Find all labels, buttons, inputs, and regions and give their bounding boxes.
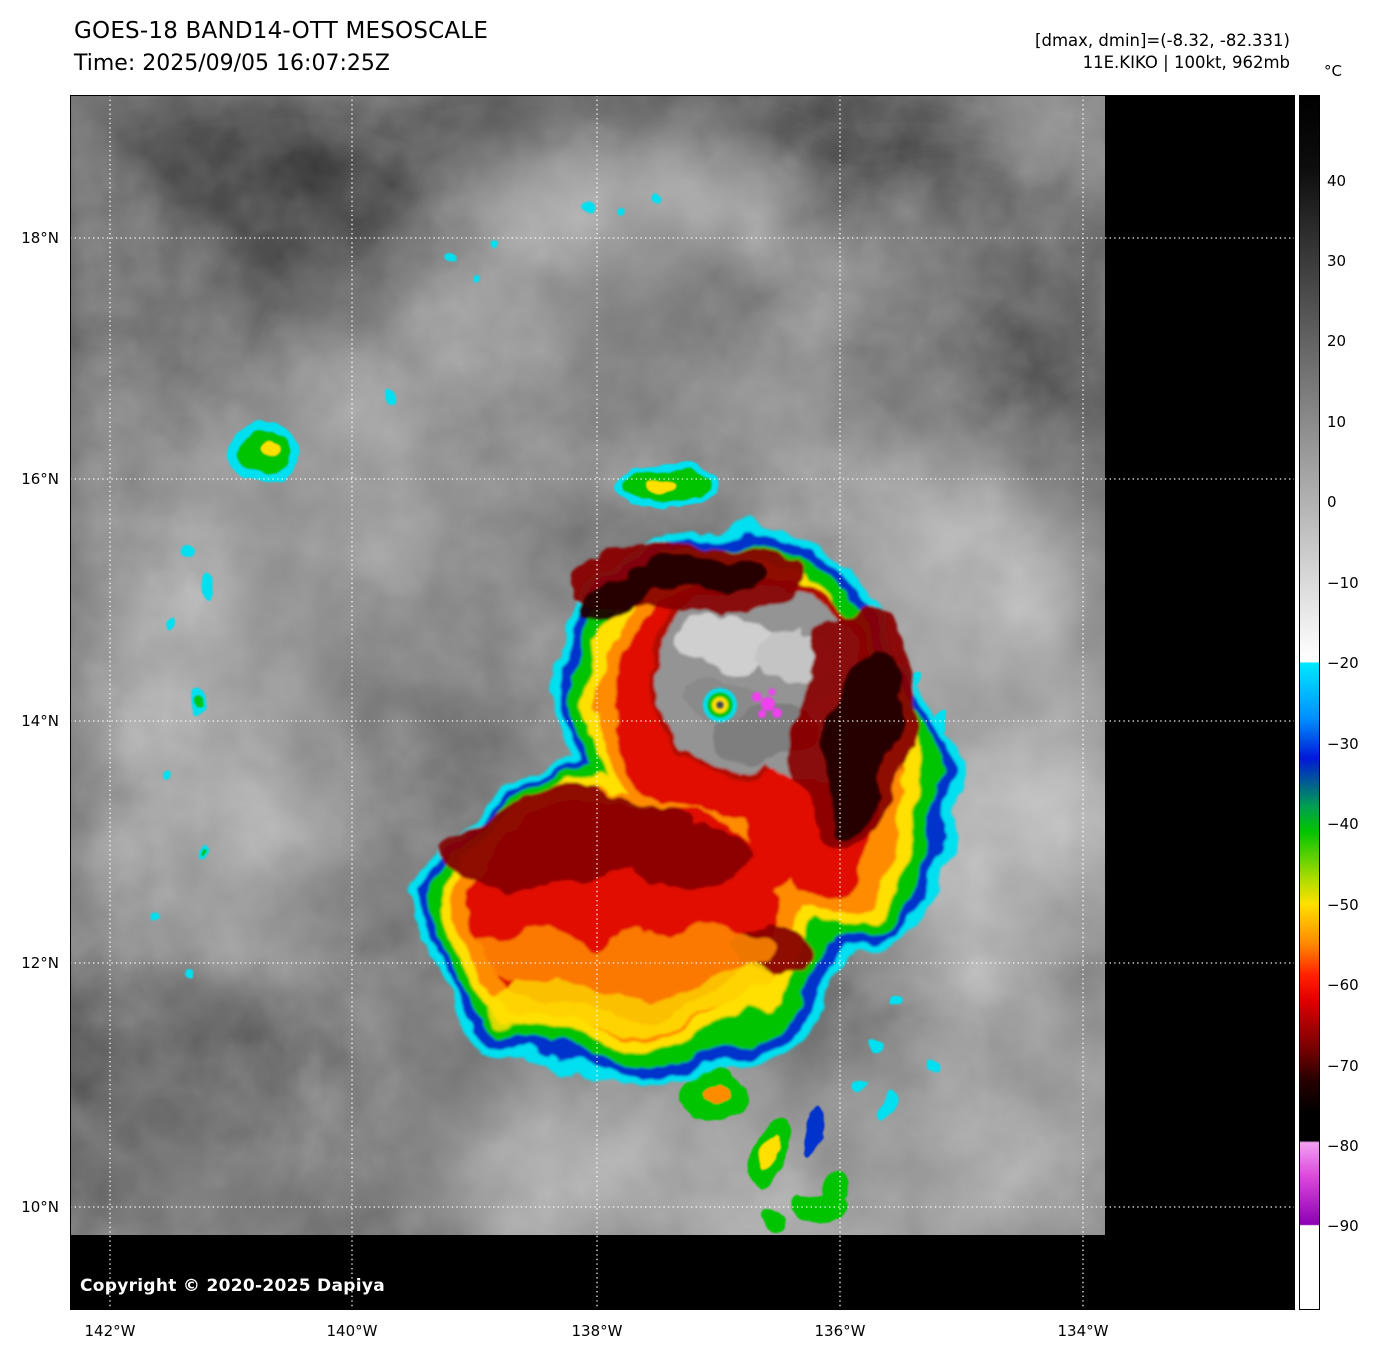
colorbar-tick: −40 bbox=[1327, 815, 1359, 833]
colorbar-tick: −20 bbox=[1327, 654, 1359, 672]
colorbar-tick: −50 bbox=[1327, 896, 1359, 914]
lon-label: 134°W bbox=[1057, 1322, 1109, 1340]
lon-label: 140°W bbox=[326, 1322, 378, 1340]
hurricane-eye bbox=[703, 688, 737, 722]
colorbar-gradient bbox=[1299, 95, 1320, 1310]
colorbar-tick: 10 bbox=[1327, 413, 1347, 431]
colorbar-tick: −30 bbox=[1327, 735, 1359, 753]
timestamp: Time: 2025/09/05 16:07:25Z bbox=[74, 51, 390, 76]
lat-label: 12°N bbox=[21, 954, 59, 972]
longitude-axis: 142°W 140°W 138°W 136°W 134°W bbox=[70, 1315, 1295, 1345]
colorbar-tick: −10 bbox=[1327, 574, 1359, 592]
map-area: Copyright © 2020-2025 Dapiya bbox=[70, 95, 1295, 1310]
colorbar-tick: −90 bbox=[1327, 1217, 1359, 1235]
lat-label: 10°N bbox=[21, 1198, 59, 1216]
lat-label: 18°N bbox=[21, 229, 59, 247]
colorbar-tick: −80 bbox=[1327, 1137, 1359, 1155]
ir-grayscale-field bbox=[70, 95, 1105, 1235]
header-readouts: [dmax, dmin]=(-8.32, -82.331) 11E.KIKO |… bbox=[1035, 30, 1290, 74]
axes-frame bbox=[70, 95, 1295, 1310]
colorbar-tick: 40 bbox=[1327, 172, 1347, 190]
colorbar-tick: −60 bbox=[1327, 976, 1359, 994]
latitude-axis: 18°N 16°N 14°N 12°N 10°N bbox=[0, 95, 64, 1310]
colorbar-unit-label: °C bbox=[1324, 62, 1342, 80]
lat-label: 14°N bbox=[21, 712, 59, 730]
lon-label: 136°W bbox=[814, 1322, 866, 1340]
copyright: Copyright © 2020-2025 Dapiya bbox=[80, 1276, 385, 1296]
colorbar-tick: 20 bbox=[1327, 332, 1347, 350]
colorbar-tick: 30 bbox=[1327, 252, 1347, 270]
colorbar bbox=[1299, 95, 1320, 1310]
graticule bbox=[70, 95, 1295, 1310]
colorbar-tick: 0 bbox=[1327, 493, 1337, 511]
satellite-image bbox=[70, 95, 1295, 1310]
coldest-tops-magenta bbox=[752, 688, 782, 718]
colorbar-ticks: 40 30 20 10 0 −10 −20 −30 −40 −50 −60 −7… bbox=[1327, 95, 1387, 1310]
lon-label: 138°W bbox=[571, 1322, 623, 1340]
lon-label: 142°W bbox=[84, 1322, 136, 1340]
lat-label: 16°N bbox=[21, 470, 59, 488]
dmax-dmin-readout: [dmax, dmin]=(-8.32, -82.331) bbox=[1035, 31, 1290, 50]
header: GOES-18 BAND14-OTT MESOSCALE Time: 2025/… bbox=[74, 18, 488, 76]
storm-readout: 11E.KIKO | 100kt, 962mb bbox=[1082, 53, 1290, 72]
colorbar-tick: −70 bbox=[1327, 1057, 1359, 1075]
page-title: GOES-18 BAND14-OTT MESOSCALE bbox=[74, 18, 489, 44]
